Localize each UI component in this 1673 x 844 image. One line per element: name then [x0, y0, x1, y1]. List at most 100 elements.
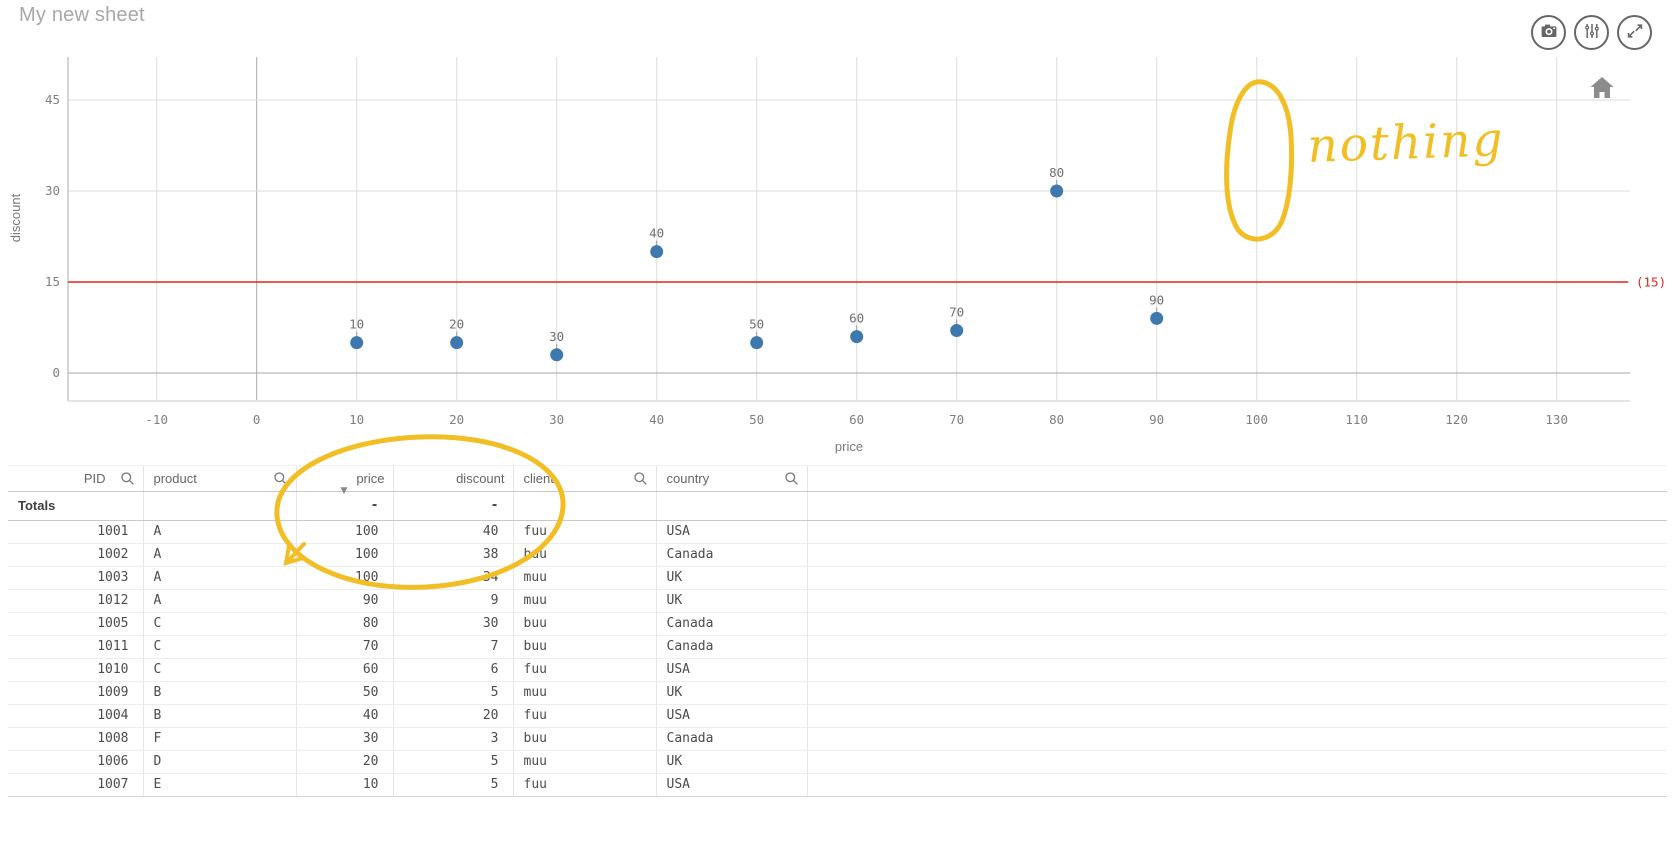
scatter-point[interactable] — [550, 348, 564, 362]
table-cell[interactable]: D — [143, 750, 297, 774]
table-cell[interactable]: 1006 — [8, 750, 144, 774]
table-cell[interactable]: buu — [513, 612, 657, 636]
column-header-discount[interactable]: discount — [393, 466, 514, 492]
table-cell[interactable]: Canada — [656, 727, 808, 751]
table-cell[interactable]: buu — [513, 543, 657, 567]
table-cell[interactable]: 30 — [393, 612, 514, 636]
scatter-point[interactable] — [750, 336, 764, 350]
table-cell[interactable]: muu — [513, 750, 657, 774]
table-cell[interactable]: 20 — [296, 750, 394, 774]
column-header-price[interactable]: price ▼ — [296, 466, 394, 496]
table-cell[interactable]: 20 — [393, 704, 514, 728]
table-cell[interactable]: 1011 — [8, 635, 144, 659]
point-label: 70 — [949, 305, 964, 320]
table-cell[interactable]: A — [143, 566, 297, 590]
table-cell[interactable]: 38 — [393, 543, 514, 567]
table-cell[interactable]: A — [143, 543, 297, 567]
search-icon[interactable] — [120, 471, 135, 486]
table-cell[interactable]: fuu — [513, 658, 657, 682]
table-cell[interactable]: fuu — [513, 773, 657, 797]
table-cell[interactable]: 90 — [296, 589, 394, 613]
table-cell[interactable]: C — [143, 612, 297, 636]
table-cell[interactable]: C — [143, 658, 297, 682]
table-cell[interactable]: UK — [656, 681, 808, 705]
table-cell[interactable]: muu — [513, 681, 657, 705]
search-icon[interactable] — [633, 471, 648, 486]
table-cell[interactable]: Canada — [656, 635, 808, 659]
scatter-point[interactable] — [950, 324, 964, 338]
snapshot-button[interactable] — [1531, 15, 1566, 50]
table-cell[interactable]: UK — [656, 566, 808, 590]
table-cell[interactable]: buu — [513, 635, 657, 659]
table-cell[interactable]: 9 — [393, 589, 514, 613]
table-cell[interactable]: 1003 — [8, 566, 144, 590]
table-cell[interactable]: 100 — [296, 520, 394, 544]
column-label: client — [523, 470, 554, 486]
table-row: 1003 A 100 34 muu UK — [8, 566, 1667, 590]
table-cell[interactable]: C — [143, 635, 297, 659]
table-cell[interactable]: UK — [656, 589, 808, 613]
table-cell[interactable]: 5 — [393, 773, 514, 797]
table-cell[interactable]: muu — [513, 566, 657, 590]
table-cell[interactable]: UK — [656, 750, 808, 774]
table-cell[interactable]: fuu — [513, 520, 657, 544]
table-cell[interactable]: 1005 — [8, 612, 144, 636]
table-cell[interactable]: USA — [656, 704, 808, 728]
table-cell[interactable]: F — [143, 727, 297, 751]
scatter-point[interactable] — [1050, 184, 1064, 198]
table-cell[interactable]: A — [143, 520, 297, 544]
search-icon[interactable] — [784, 471, 799, 486]
table-cell[interactable]: 100 — [296, 566, 394, 590]
table-cell[interactable]: fuu — [513, 704, 657, 728]
table-cell[interactable]: 1009 — [8, 681, 144, 705]
table-cell[interactable]: B — [143, 704, 297, 728]
table-header-row: PID product price ▼ discount client country — [8, 466, 1667, 496]
table-cell[interactable]: 40 — [393, 520, 514, 544]
table-cell[interactable]: E — [143, 773, 297, 797]
table-cell[interactable]: 1002 — [8, 543, 144, 567]
table-cell[interactable]: 3 — [393, 727, 514, 751]
table-cell[interactable]: 100 — [296, 543, 394, 567]
table-cell[interactable]: 5 — [393, 750, 514, 774]
exploration-button[interactable] — [1574, 15, 1609, 50]
table-cell[interactable]: 80 — [296, 612, 394, 636]
search-icon[interactable] — [273, 471, 288, 486]
table-cell[interactable]: muu — [513, 589, 657, 613]
scatter-point[interactable] — [1150, 311, 1164, 325]
table-cell[interactable]: 60 — [296, 658, 394, 682]
table-cell[interactable]: buu — [513, 727, 657, 751]
scatter-point[interactable] — [650, 245, 664, 259]
table-cell[interactable]: 1010 — [8, 658, 144, 682]
scatter-point[interactable] — [450, 336, 464, 350]
table-cell[interactable]: 1012 — [8, 589, 144, 613]
table-cell[interactable]: 50 — [296, 681, 394, 705]
column-header-product[interactable]: product — [143, 466, 297, 492]
table-cell[interactable]: Canada — [656, 612, 808, 636]
scatter-point[interactable] — [850, 330, 864, 344]
table-cell[interactable]: USA — [656, 520, 808, 544]
table-cell[interactable]: B — [143, 681, 297, 705]
scatter-point[interactable] — [350, 336, 364, 350]
table-cell[interactable]: 40 — [296, 704, 394, 728]
table-cell[interactable]: 10 — [296, 773, 394, 797]
column-header-PID[interactable]: PID — [8, 466, 144, 492]
table-cell[interactable]: 7 — [393, 635, 514, 659]
table-cell[interactable]: USA — [656, 773, 808, 797]
column-header-country[interactable]: country — [656, 466, 808, 492]
table-cell[interactable]: 30 — [296, 727, 394, 751]
table-cell[interactable]: 1007 — [8, 773, 144, 797]
home-icon[interactable] — [1590, 77, 1614, 98]
table-cell[interactable]: 5 — [393, 681, 514, 705]
table-cell[interactable]: 1001 — [8, 520, 144, 544]
table-cell[interactable]: 34 — [393, 566, 514, 590]
table-cell[interactable]: 1004 — [8, 704, 144, 728]
table-cell[interactable]: 1008 — [8, 727, 144, 751]
expand-button[interactable] — [1617, 15, 1652, 50]
table-row: 1009 B 50 5 muu UK — [8, 681, 1667, 705]
table-cell[interactable]: Canada — [656, 543, 808, 567]
table-cell[interactable]: USA — [656, 658, 808, 682]
table-cell[interactable]: A — [143, 589, 297, 613]
table-cell[interactable]: 70 — [296, 635, 394, 659]
table-cell[interactable]: 6 — [393, 658, 514, 682]
column-header-client[interactable]: client — [513, 466, 657, 492]
